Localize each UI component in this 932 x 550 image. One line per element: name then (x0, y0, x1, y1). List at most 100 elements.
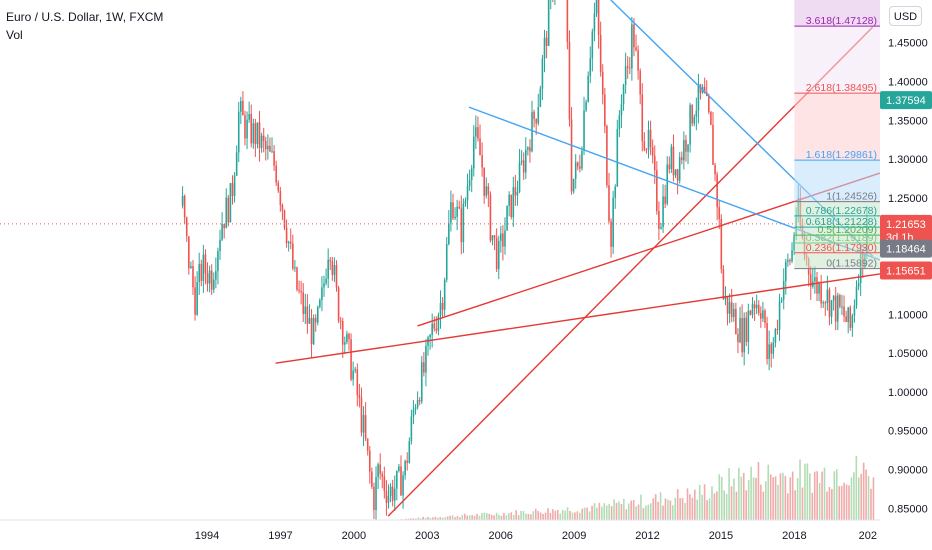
volume-bar (782, 472, 784, 520)
price-tag (880, 239, 932, 258)
volume-bar (598, 502, 601, 520)
candle-body (500, 233, 502, 241)
candle-body (649, 129, 652, 148)
candle-body (391, 486, 394, 501)
volume-bar (596, 507, 598, 520)
candle-body (518, 162, 521, 192)
candle-body (841, 306, 843, 308)
volume-bar (745, 490, 748, 520)
volume-bar (747, 480, 750, 520)
volume-bar (508, 513, 510, 520)
candle-body (510, 194, 513, 218)
volume-bar (517, 515, 520, 520)
candle-body (292, 243, 294, 269)
candle-body (466, 185, 469, 201)
candle-body (541, 58, 544, 89)
fib-zone (794, 93, 880, 161)
candle-body (487, 186, 490, 195)
candle-body (402, 475, 404, 496)
candle-body (256, 122, 259, 145)
candle-body (416, 400, 419, 408)
candle-body (678, 157, 681, 181)
candle-body (260, 135, 263, 148)
volume-bar (512, 514, 515, 520)
candle-body (375, 477, 377, 511)
chart-legend: Euro / U.S. Dollar, 1W, FXCM Vol (6, 8, 163, 44)
candle-body (464, 200, 467, 204)
volume-bar (750, 466, 752, 520)
candle-body (231, 183, 234, 197)
candle-body (539, 88, 542, 107)
volume-bar (471, 515, 473, 520)
currency-button[interactable]: USD (889, 6, 922, 26)
volume-bar (405, 518, 407, 520)
volume-bar (679, 498, 681, 520)
candle-body (289, 241, 292, 244)
candle-body (185, 217, 188, 237)
volume-bar (463, 513, 466, 520)
volume-bar (669, 500, 672, 520)
candle-body (483, 167, 485, 196)
candle-body (275, 165, 277, 183)
candle-body (316, 306, 319, 323)
candle-body (653, 155, 656, 171)
volume-indicator-label[interactable]: Vol (6, 28, 23, 42)
volume-bar (588, 511, 591, 520)
volume-bar (735, 491, 738, 520)
volume-bar (865, 469, 867, 520)
candle-body (335, 265, 338, 288)
candle-body (410, 416, 413, 442)
volume-bar (755, 477, 757, 520)
candle-body (308, 317, 311, 324)
volume-bar (476, 513, 478, 520)
volume-bar (478, 515, 481, 520)
candle-body (597, 0, 600, 35)
volume-bar (429, 517, 432, 520)
volume-bar (809, 473, 811, 520)
volume-bar (796, 478, 799, 520)
candle-body (306, 306, 309, 324)
time-tick-label: 2012 (635, 530, 659, 542)
candle-body (250, 114, 253, 144)
candle-body (368, 450, 371, 472)
candle-body (818, 283, 820, 294)
candle-body (427, 337, 429, 346)
volume-bar (723, 490, 725, 520)
candle-body (587, 75, 589, 102)
volume-bar (860, 473, 863, 520)
volume-bar (711, 486, 713, 520)
volume-bar (542, 513, 544, 520)
volume-bar (698, 484, 701, 520)
candle-body (782, 281, 785, 300)
volume-bar (505, 515, 508, 520)
candle-body (757, 304, 760, 314)
candle-body (479, 138, 481, 156)
candle-body (339, 320, 342, 322)
volume-bar (813, 471, 816, 520)
volume-bar (432, 517, 434, 520)
candle-body (433, 323, 436, 329)
fib-level-label: 2.618(1.38495) (806, 82, 877, 94)
price-tick-label: 1.10000 (888, 309, 928, 321)
candle-body (576, 162, 579, 167)
volume-bar (461, 514, 464, 520)
volume-bar (601, 506, 603, 520)
candle-body (743, 317, 745, 353)
volume-bar (838, 486, 840, 520)
candle-body (460, 208, 463, 243)
volume-bar (566, 507, 569, 520)
symbol-title[interactable]: Euro / U.S. Dollar, 1W, FXCM (6, 10, 164, 24)
candle-body (385, 491, 388, 503)
volume-bar (623, 498, 625, 520)
candle-body (439, 302, 442, 316)
candle-body (593, 13, 596, 32)
volume-bar (564, 510, 566, 520)
candle-body (589, 58, 592, 76)
volume-bar (762, 491, 765, 520)
volume-bar (605, 505, 608, 520)
volume-bar (696, 499, 699, 520)
candle-body (832, 295, 835, 301)
volume-bar (664, 498, 667, 520)
